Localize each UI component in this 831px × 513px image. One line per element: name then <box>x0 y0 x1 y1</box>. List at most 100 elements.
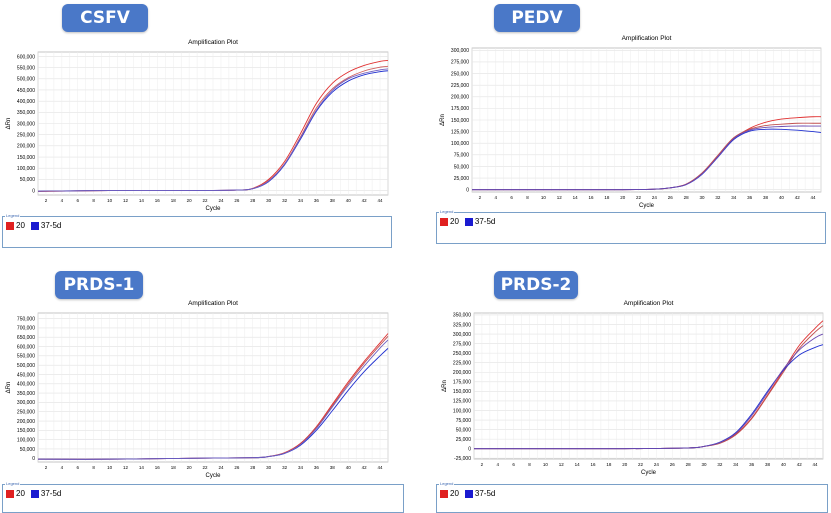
y-tick-label: 750,000 <box>17 316 35 322</box>
y-tick-label: 100,000 <box>17 166 35 172</box>
x-tick-label: 16 <box>588 195 594 200</box>
x-tick-label: 34 <box>298 465 304 470</box>
x-tick-label: 40 <box>781 462 787 467</box>
x-tick-label: 26 <box>234 465 240 470</box>
legend-caption: Legend <box>439 481 455 486</box>
y-tick-label: 25,000 <box>454 176 470 182</box>
y-tick-label: 600,000 <box>17 54 35 60</box>
x-tick-label: 40 <box>346 198 352 203</box>
x-tick-label: 16 <box>155 465 161 470</box>
legend-caption: Legend <box>439 209 455 214</box>
x-tick-label: 32 <box>282 198 288 203</box>
x-tick-label: 2 <box>481 462 484 467</box>
chart-panel-csfv: CSFV Amplification Plot 0 50,000 100,000 150… <box>0 0 415 256</box>
x-tick-label: 12 <box>559 462 565 467</box>
y-tick-label: 450,000 <box>17 88 35 94</box>
x-tick-label: 44 <box>813 462 819 467</box>
y-tick-label: 300,000 <box>451 48 469 54</box>
y-tick-label: 75,000 <box>456 418 472 424</box>
x-tick-label: 44 <box>811 195 817 200</box>
legend-swatch-20 <box>6 221 14 230</box>
legend-row: 20 37-5d <box>440 489 501 498</box>
y-tick-label: 250,000 <box>17 410 35 416</box>
x-tick-label: 26 <box>670 462 676 467</box>
legend-label-37-5d: 37-5d <box>474 217 496 226</box>
legend-swatch-37-5d <box>464 217 473 226</box>
x-tick-label: 26 <box>668 195 674 200</box>
y-tick-label: 450,000 <box>17 372 35 378</box>
x-tick-label: 8 <box>92 465 95 470</box>
x-tick-label: 22 <box>638 462 644 467</box>
x-tick-label: 24 <box>218 198 224 203</box>
chart-panel-prds-1: PRDS-1 Amplification Plot 0 50,000 100,000 1… <box>0 257 415 513</box>
y-tick-label: 100,000 <box>17 437 35 443</box>
legend-label-20: 20 <box>16 489 25 498</box>
legend: Legend 20 37-5d <box>2 481 404 513</box>
x-tick-label: 14 <box>139 465 145 470</box>
x-tick-label: 14 <box>139 198 145 203</box>
y-tick-label: 200,000 <box>453 370 471 376</box>
y-tick-label: 0 <box>466 187 469 193</box>
y-tick-label: 150,000 <box>17 155 35 161</box>
x-tick-label: 30 <box>700 195 706 200</box>
x-tick-label: 36 <box>747 195 753 200</box>
series-line-37-5d <box>474 333 824 450</box>
x-tick-label: 4 <box>61 465 64 470</box>
x-tick-label: 12 <box>557 195 563 200</box>
x-tick-label: 4 <box>495 195 498 200</box>
chart-title: Amplification Plot <box>188 300 238 307</box>
y-axis-label: ΔRn <box>440 114 446 126</box>
x-tick-label: 28 <box>684 195 690 200</box>
y-tick-label: 200,000 <box>17 144 35 150</box>
legend-swatch-37-5d <box>30 221 39 230</box>
x-tick-label: 10 <box>541 195 547 200</box>
x-axis-label: Cycle <box>639 203 655 209</box>
x-tick-label: 2 <box>479 195 482 200</box>
y-tick-label: 50,000 <box>20 177 36 183</box>
legend: Legend 20 37-5d <box>2 213 392 248</box>
y-tick-label: 700,000 <box>17 326 35 332</box>
x-tick-label: 24 <box>218 465 224 470</box>
legend-label-20: 20 <box>450 489 459 498</box>
chart-panel-prds-2: PRDS-2 Amplification Plot -25,000 0 25,000 5… <box>416 257 831 513</box>
x-tick-label: 8 <box>526 195 529 200</box>
x-tick-label: 10 <box>107 465 113 470</box>
y-tick-label: 175,000 <box>453 380 471 386</box>
legend-caption: Legend <box>5 481 21 486</box>
y-tick-label: 150,000 <box>453 389 471 395</box>
legend-label-20: 20 <box>450 217 459 226</box>
x-tick-label: 6 <box>77 465 80 470</box>
x-tick-label: 12 <box>123 465 129 470</box>
x-tick-label: 20 <box>620 195 626 200</box>
x-tick-label: 10 <box>543 462 549 467</box>
y-tick-label: 200,000 <box>17 419 35 425</box>
y-tick-label: 125,000 <box>451 129 469 135</box>
y-tick-label: 350,000 <box>17 391 35 397</box>
y-tick-label: 300,000 <box>17 121 35 127</box>
x-tick-label: 20 <box>187 198 193 203</box>
x-tick-label: 16 <box>590 462 596 467</box>
x-tick-label: 8 <box>92 198 95 203</box>
y-tick-label: 75,000 <box>454 153 470 159</box>
x-tick-label: 40 <box>779 195 785 200</box>
x-tick-label: 30 <box>266 465 272 470</box>
x-axis-label: Cycle <box>205 206 221 212</box>
legend: Legend 20 37-5d <box>436 209 826 244</box>
x-tick-label: 36 <box>749 462 755 467</box>
x-tick-label: 12 <box>123 198 129 203</box>
x-tick-label: 20 <box>187 465 193 470</box>
y-tick-label: 50,000 <box>456 427 472 433</box>
y-tick-label: 100,000 <box>451 141 469 147</box>
y-tick-label: 550,000 <box>17 65 35 71</box>
y-tick-label: 400,000 <box>17 382 35 388</box>
x-tick-label: 28 <box>250 198 256 203</box>
y-tick-label: 250,000 <box>17 132 35 138</box>
y-tick-label: 0 <box>468 446 471 452</box>
y-tick-label: 0 <box>32 188 35 194</box>
y-axis-label: ΔRn <box>6 382 12 394</box>
y-tick-label: 0 <box>32 456 35 462</box>
x-axis-label: Cycle <box>641 470 657 476</box>
x-tick-label: 6 <box>512 462 515 467</box>
series-line-37-5d <box>472 125 821 191</box>
legend: Legend 20 37-5d <box>436 481 828 513</box>
